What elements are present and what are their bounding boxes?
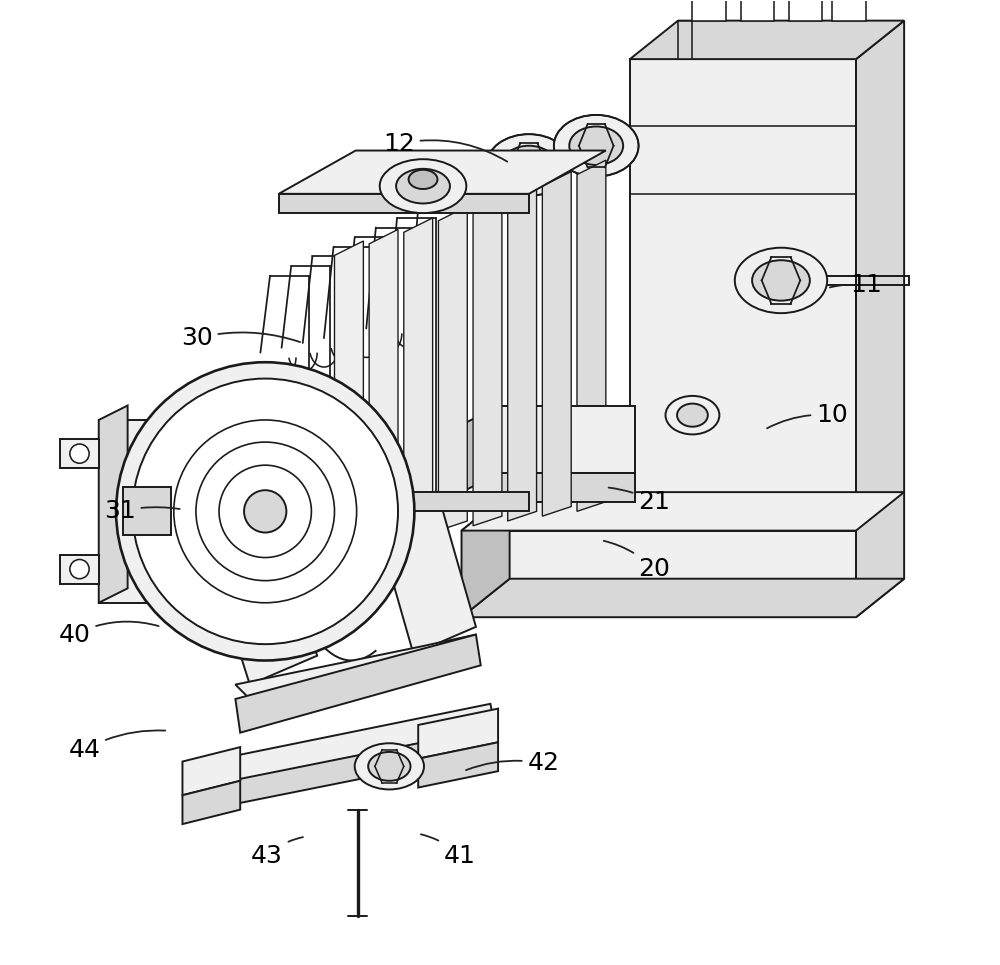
Ellipse shape: [116, 362, 414, 660]
Polygon shape: [630, 59, 856, 618]
Text: 21: 21: [609, 487, 670, 513]
Polygon shape: [542, 172, 571, 516]
Polygon shape: [462, 492, 510, 618]
Polygon shape: [99, 405, 128, 603]
Ellipse shape: [355, 743, 424, 789]
Polygon shape: [334, 241, 363, 545]
Polygon shape: [741, 0, 774, 20]
Ellipse shape: [70, 444, 89, 463]
Polygon shape: [207, 728, 495, 810]
Text: 20: 20: [604, 540, 670, 581]
Polygon shape: [207, 703, 495, 786]
Polygon shape: [462, 531, 856, 618]
Text: 43: 43: [251, 837, 303, 868]
Polygon shape: [235, 635, 476, 699]
Polygon shape: [60, 439, 99, 468]
Ellipse shape: [554, 115, 639, 177]
Polygon shape: [418, 708, 498, 758]
Polygon shape: [182, 781, 240, 824]
Polygon shape: [279, 194, 529, 213]
Polygon shape: [789, 0, 822, 20]
Polygon shape: [500, 473, 635, 502]
Polygon shape: [369, 230, 398, 540]
Polygon shape: [207, 519, 317, 684]
Polygon shape: [692, 0, 726, 20]
Polygon shape: [279, 151, 606, 194]
Polygon shape: [375, 492, 476, 653]
Polygon shape: [500, 405, 635, 473]
Polygon shape: [832, 0, 866, 20]
Ellipse shape: [396, 169, 450, 204]
Text: 40: 40: [59, 621, 159, 647]
Polygon shape: [462, 405, 500, 492]
Ellipse shape: [487, 134, 571, 196]
Polygon shape: [182, 747, 240, 795]
Ellipse shape: [666, 396, 719, 434]
Polygon shape: [630, 20, 904, 59]
Polygon shape: [438, 207, 467, 531]
Ellipse shape: [569, 126, 623, 165]
Text: 30: 30: [181, 326, 300, 350]
Polygon shape: [508, 183, 537, 521]
Ellipse shape: [409, 170, 437, 189]
Ellipse shape: [380, 159, 466, 213]
Ellipse shape: [244, 490, 286, 533]
Ellipse shape: [132, 378, 398, 645]
Polygon shape: [462, 579, 904, 618]
Text: 44: 44: [68, 731, 165, 762]
Polygon shape: [404, 218, 433, 536]
Text: 42: 42: [466, 752, 559, 776]
Text: 41: 41: [421, 835, 476, 868]
Polygon shape: [473, 195, 502, 526]
Polygon shape: [123, 487, 171, 536]
Ellipse shape: [735, 248, 827, 314]
Polygon shape: [577, 160, 606, 511]
Polygon shape: [235, 635, 481, 732]
Text: 11: 11: [830, 273, 882, 297]
Ellipse shape: [677, 403, 708, 427]
Polygon shape: [856, 20, 904, 618]
Ellipse shape: [502, 146, 556, 184]
Polygon shape: [418, 742, 498, 787]
Ellipse shape: [70, 560, 89, 579]
Text: 31: 31: [104, 499, 180, 523]
Text: 12: 12: [383, 132, 507, 161]
Text: 10: 10: [767, 403, 848, 428]
Polygon shape: [678, 20, 692, 59]
Polygon shape: [99, 420, 181, 603]
Ellipse shape: [752, 261, 810, 301]
Polygon shape: [60, 555, 99, 584]
Ellipse shape: [368, 752, 411, 781]
Polygon shape: [462, 492, 904, 531]
Polygon shape: [279, 492, 529, 511]
